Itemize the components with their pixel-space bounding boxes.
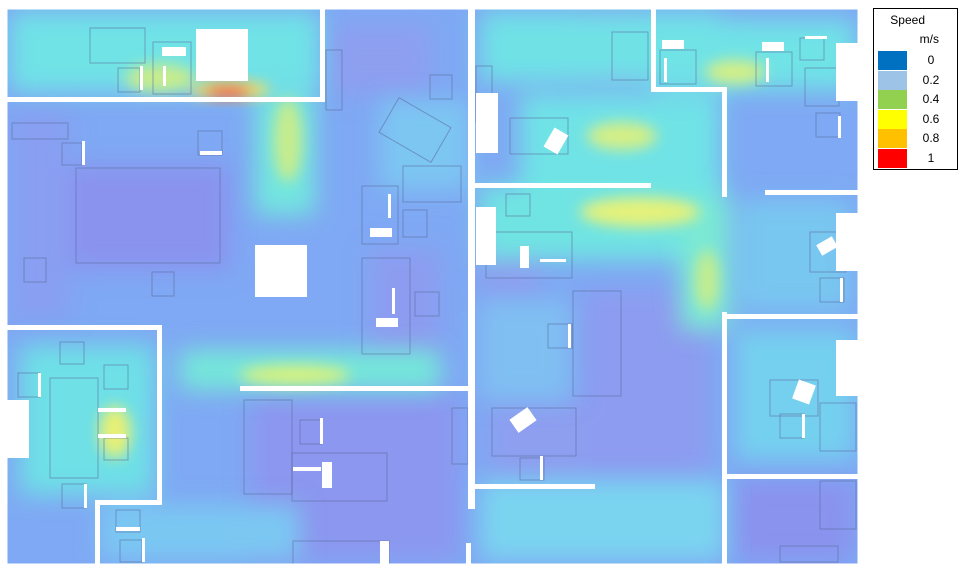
legend-entry: 0.2 [878,70,954,90]
legend-swatch [878,51,907,70]
legend-unit: m/s [919,32,939,46]
velocity-field [7,9,858,564]
walls [7,9,858,564]
high-speed-zones [99,60,765,458]
legend-label: 0.2 [922,72,940,87]
legend-swatch [878,90,907,109]
legend-swatch [878,148,907,168]
fixtures [38,36,843,564]
legend-swatch [878,70,907,90]
legend-entry: 1 [878,148,954,168]
columns [196,29,307,297]
legend-label: 0.4 [922,92,940,106]
legend-title: Speed [890,13,925,27]
legend-label: 0.8 [922,131,940,145]
peak-speed-zone [190,81,270,99]
legend-swatch [878,109,907,129]
legend-label: 1 [927,150,935,165]
legend-label: 0.6 [922,111,940,126]
legend-entry: 0 [878,51,954,70]
legend-swatch [878,129,907,148]
plan-border [6,8,859,565]
legend-label: 0 [927,53,935,67]
speed-legend: Speed m/s 0 0.2 0.4 0.6 0.8 1 [873,8,958,170]
legend-entry: 0.6 [878,109,954,129]
low-speed-zones [10,20,855,560]
legend-entry: 0.4 [878,90,954,109]
legend-entry: 0.8 [878,129,954,148]
furniture-outlines [11,27,857,564]
mid-speed-zones [10,12,855,560]
